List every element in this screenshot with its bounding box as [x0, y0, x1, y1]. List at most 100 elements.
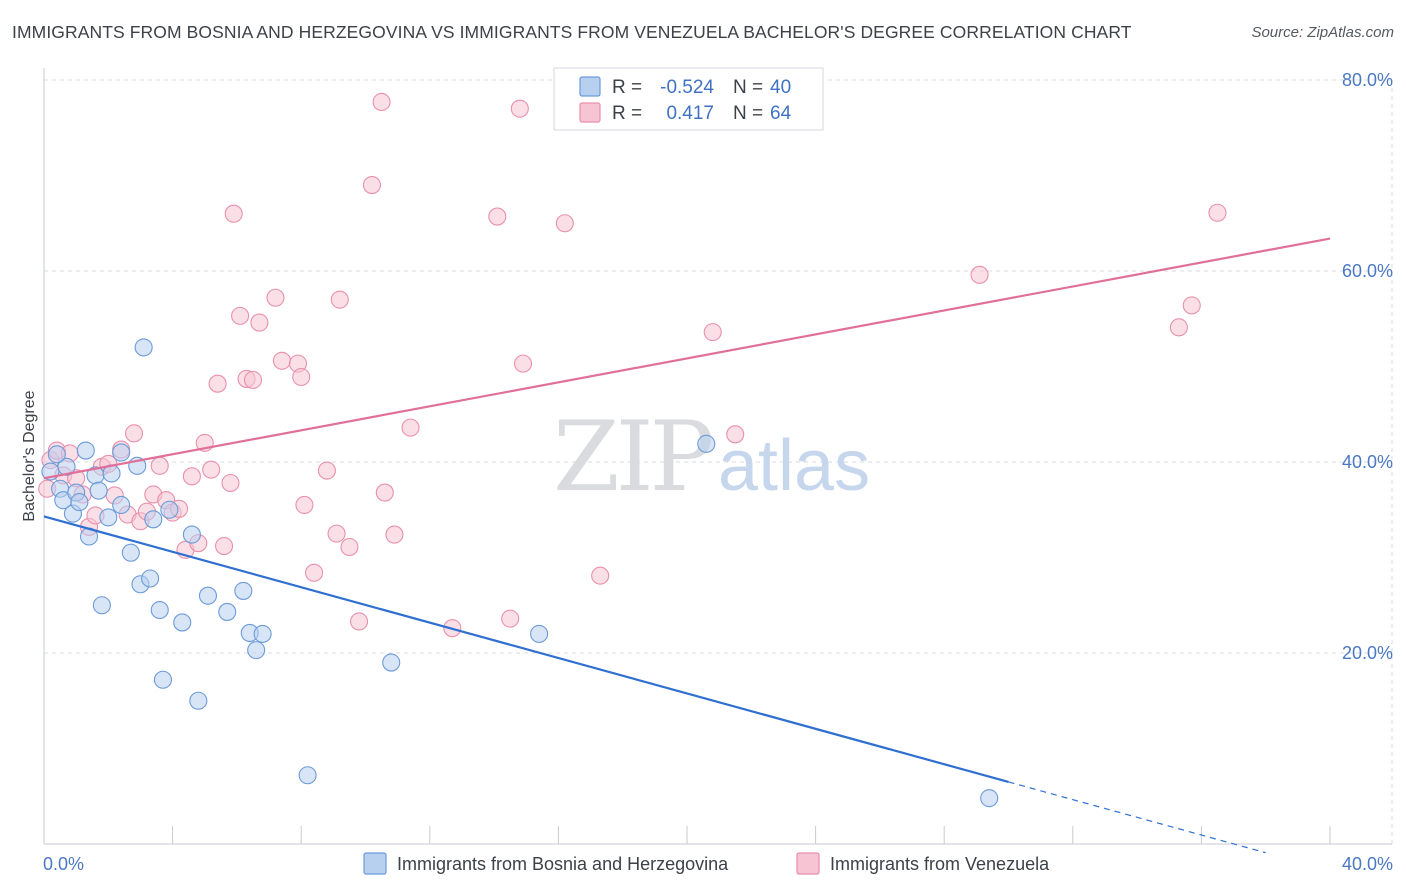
bosnia-point	[198, 586, 218, 605]
venezuela-point	[372, 92, 391, 112]
legend-label-venezuela: Immigrants from Venezuela	[830, 854, 1050, 874]
bosnia-point	[189, 691, 208, 710]
watermark-zip: ZIP	[553, 401, 712, 513]
venezuela-point	[350, 612, 369, 631]
stats-n-label-bosnia: N =	[733, 77, 763, 98]
legend-swatch-bosnia	[363, 852, 387, 875]
stats-r-label-venezuela: R =	[612, 103, 642, 124]
venezuela-point	[703, 323, 722, 342]
x-tick-label: 40.0%	[1342, 854, 1393, 874]
stats-box: R = -0.524 N = 40 R = 0.417 N = 64	[553, 67, 824, 131]
bosnia-point	[218, 602, 237, 621]
venezuela-point	[1208, 203, 1227, 222]
venezuela-point	[401, 418, 420, 437]
bosnia-points	[41, 338, 999, 808]
venezuela-points	[38, 92, 1227, 638]
venezuela-point	[305, 563, 324, 582]
bosnia-point	[134, 338, 153, 357]
venezuela-point	[182, 467, 201, 486]
venezuela-point	[555, 214, 574, 233]
stats-swatch-venezuela	[579, 102, 601, 123]
watermark: ZIP atlas	[553, 401, 870, 513]
venezuela-point	[243, 370, 263, 389]
chart-title: IMMIGRANTS FROM BOSNIA AND HERZEGOVINA V…	[12, 22, 1132, 42]
bosnia-point	[70, 493, 89, 512]
venezuela-point	[330, 290, 349, 309]
bosnia-point	[253, 624, 272, 643]
venezuela-point	[1182, 296, 1201, 315]
venezuela-point	[317, 461, 336, 480]
y-tick-label: 60.0%	[1342, 261, 1393, 281]
venezuela-point	[224, 204, 243, 223]
venezuela-point	[292, 367, 311, 387]
bosnia-point	[89, 481, 108, 500]
stats-swatch-bosnia	[579, 76, 601, 97]
venezuela-point	[970, 265, 989, 284]
y-tick-labels: 20.0% 40.0% 60.0% 80.0%	[1342, 70, 1393, 663]
trend-lines	[43, 237, 1331, 854]
venezuela-point	[208, 374, 227, 393]
bosnia-point	[92, 596, 111, 615]
bosnia-point	[112, 443, 131, 462]
bosnia-point	[76, 441, 95, 460]
watermark-atlas: atlas	[718, 426, 870, 506]
bosnia-point	[173, 613, 192, 632]
venezuela-point	[214, 536, 234, 556]
stats-n-value-bosnia: 40	[770, 77, 791, 98]
venezuela-point	[221, 473, 240, 493]
bosnia-point	[144, 510, 163, 529]
venezuela-point	[362, 176, 381, 195]
venezuela-point	[513, 354, 533, 373]
bosnia-point	[121, 543, 140, 562]
y-tick-label: 40.0%	[1342, 452, 1393, 472]
bosnia-point	[150, 600, 169, 620]
venezuela-point	[340, 537, 359, 557]
bosnia-point	[182, 525, 201, 544]
bosnia-point	[141, 569, 160, 588]
venezuela-point	[375, 483, 394, 502]
bosnia-point	[47, 445, 66, 464]
venezuela-point	[327, 524, 346, 543]
x-tick-label: 0.0%	[43, 854, 84, 874]
x-tick-labels: 0.0% 40.0%	[43, 854, 1393, 874]
stats-n-value-venezuela: 64	[770, 103, 792, 124]
venezuela-point	[726, 425, 745, 444]
venezuela-point	[266, 288, 285, 307]
stats-r-label-bosnia: R =	[612, 77, 642, 98]
stats-n-label-venezuela: N =	[733, 103, 763, 124]
venezuela-point	[488, 207, 507, 226]
bosnia-trend-extension	[1008, 781, 1266, 854]
stats-r-value-bosnia: -0.524	[660, 77, 714, 98]
chart-source: Source: ZipAtlas.com	[1251, 24, 1394, 41]
bosnia-point	[697, 434, 716, 453]
venezuela-point	[150, 456, 169, 475]
venezuela-trend-line	[43, 237, 1331, 480]
venezuela-point	[591, 566, 610, 585]
bosnia-point	[382, 653, 401, 672]
legend: Immigrants from Bosnia and Herzegovina I…	[363, 852, 1050, 875]
legend-label-bosnia: Immigrants from Bosnia and Herzegovina	[397, 854, 729, 874]
bosnia-point	[153, 670, 173, 689]
bosnia-point	[247, 641, 266, 660]
venezuela-point	[295, 495, 314, 515]
bosnia-point	[112, 495, 131, 515]
venezuela-point	[385, 525, 404, 544]
venezuela-point	[231, 306, 250, 325]
bosnia-point	[530, 624, 549, 643]
legend-swatch-venezuela	[796, 852, 820, 875]
bosnia-point	[234, 581, 253, 600]
venezuela-point	[272, 351, 291, 370]
venezuela-point	[501, 609, 520, 628]
y-tick-label: 20.0%	[1342, 643, 1393, 663]
bosnia-point	[99, 508, 118, 527]
venezuela-point	[1169, 318, 1188, 337]
venezuela-point	[202, 460, 221, 479]
bosnia-point	[298, 766, 317, 785]
bosnia-point	[980, 789, 999, 808]
venezuela-point	[510, 99, 529, 118]
y-axis-label: Bachelor's Degree	[21, 390, 38, 521]
venezuela-point	[250, 313, 269, 332]
stats-r-value-venezuela: 0.417	[666, 103, 714, 124]
bosnia-trend-line	[43, 515, 1009, 783]
